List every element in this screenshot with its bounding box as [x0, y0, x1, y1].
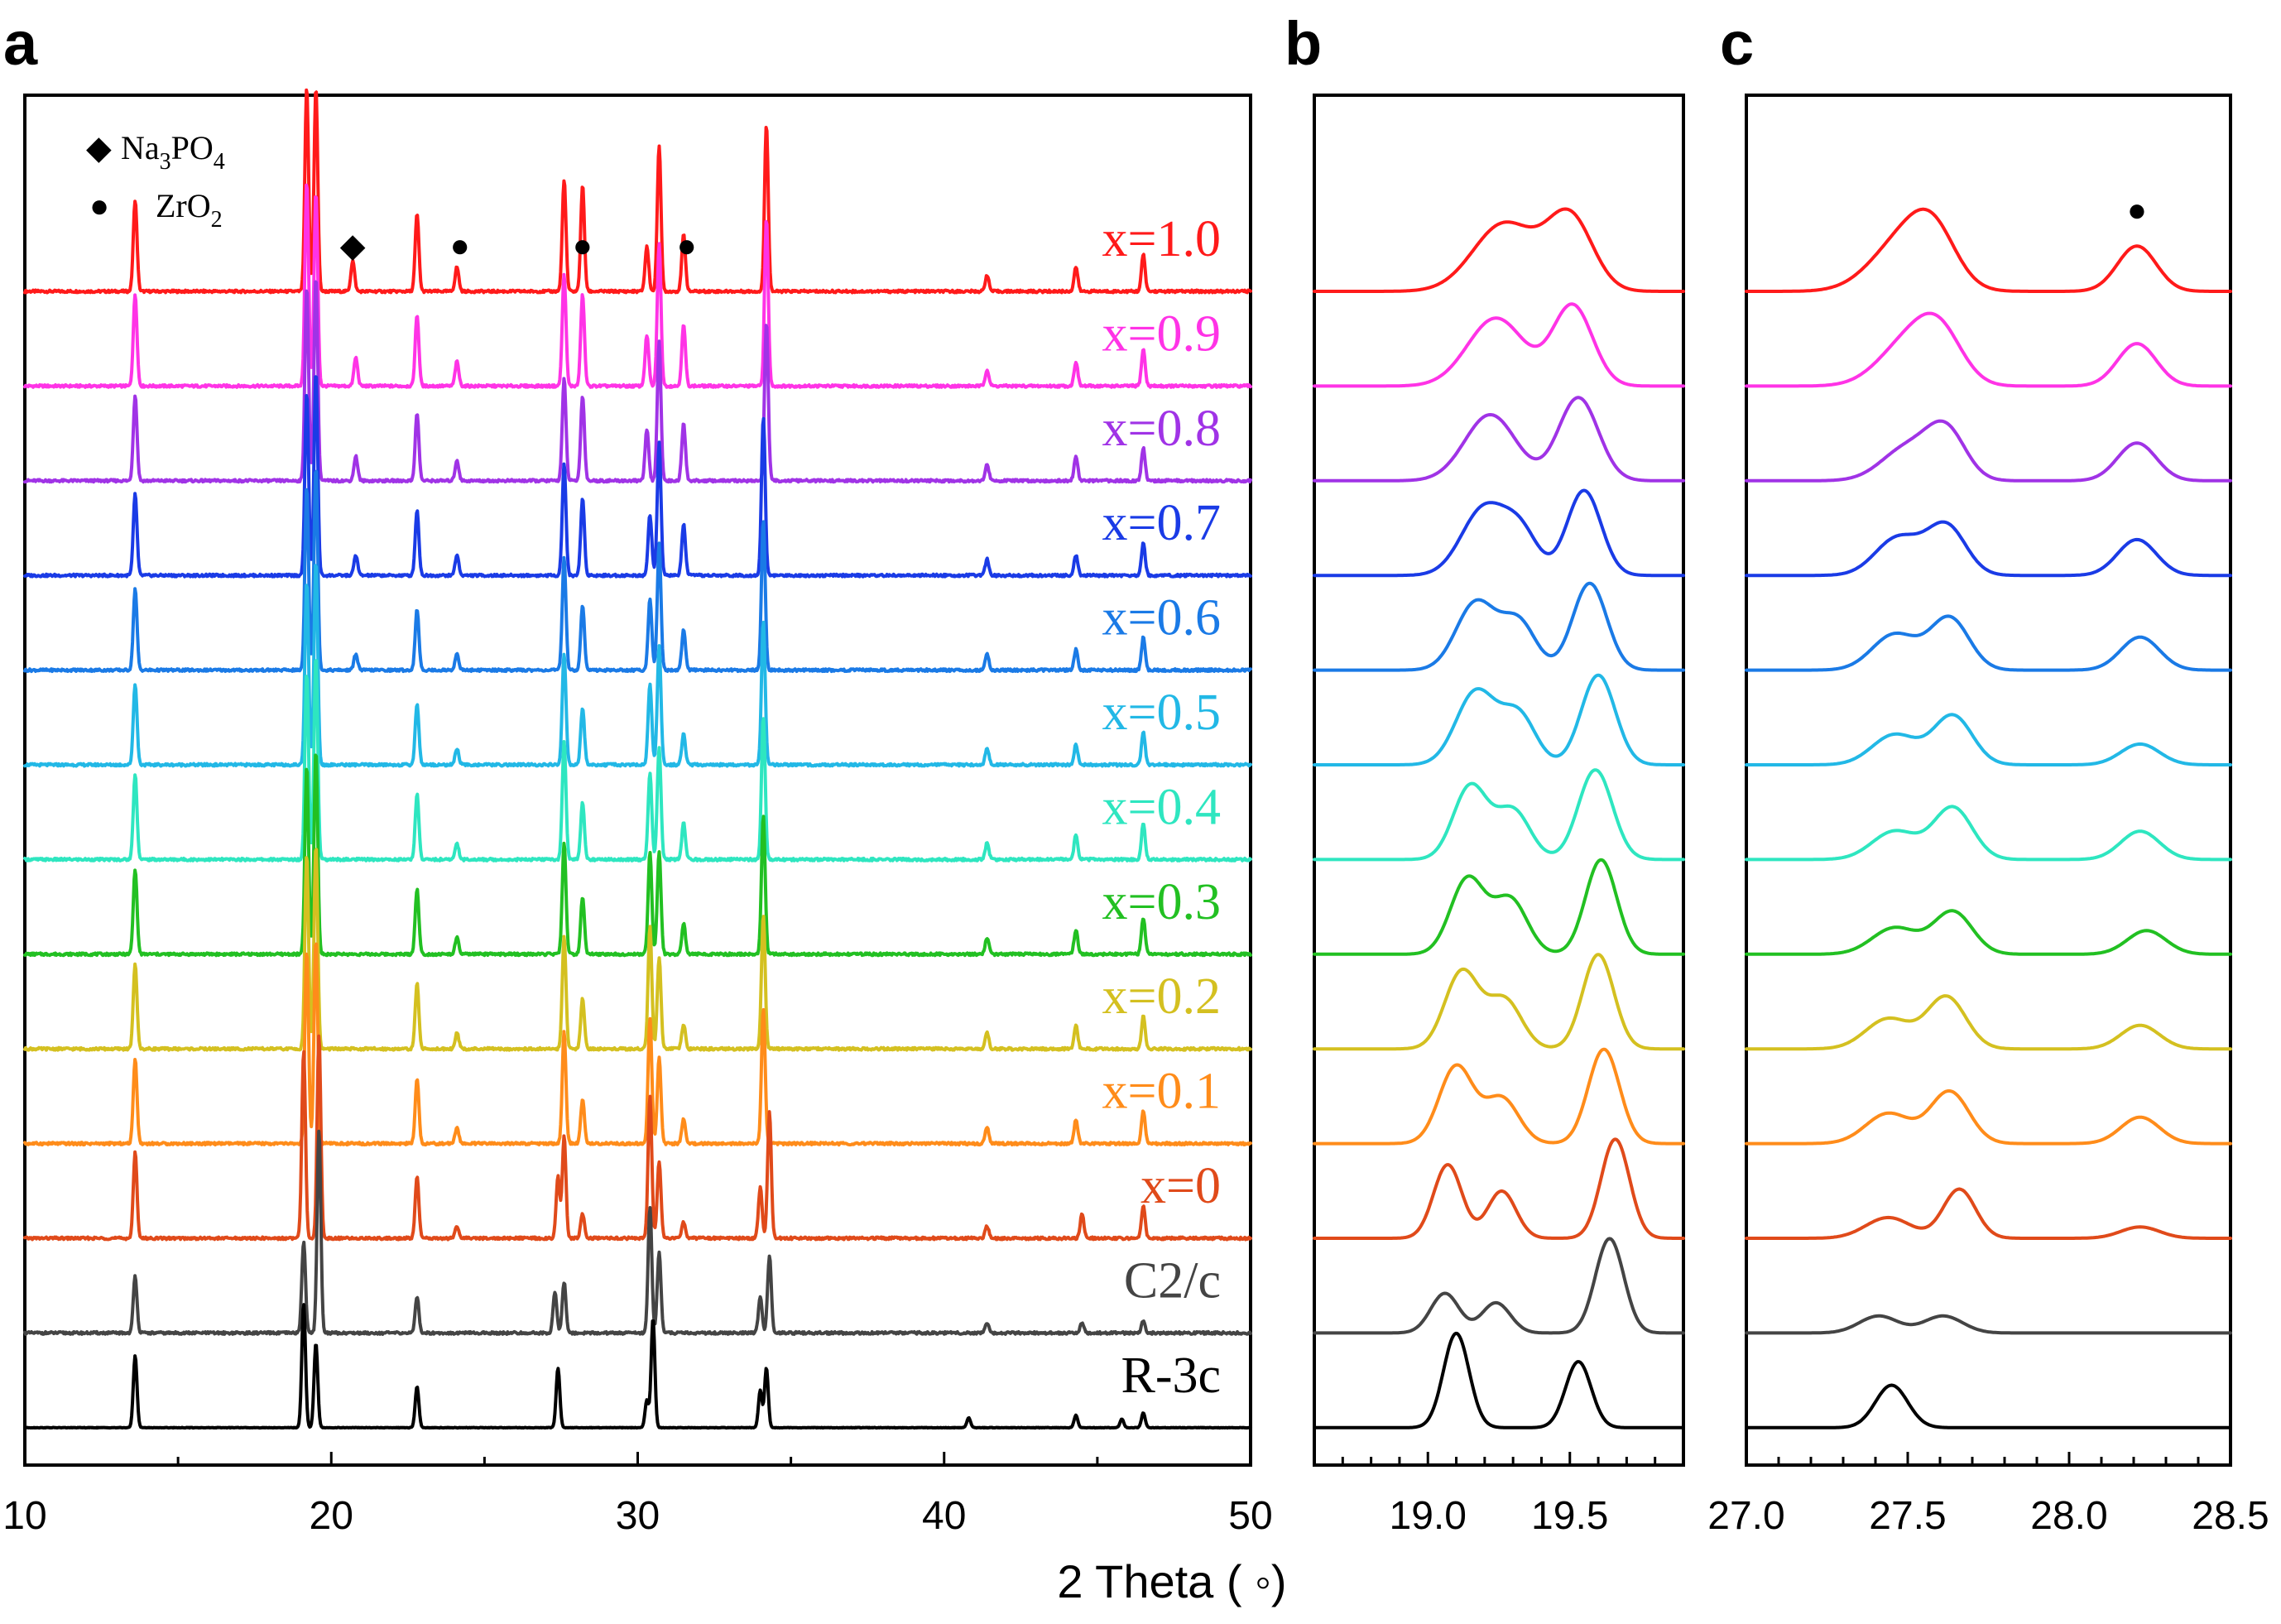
panel-b-trace-R-3c — [1313, 1331, 1685, 1429]
panel-c-frame — [1745, 94, 2232, 1467]
axis-ticks: 10 20 30 40 50 19.0 19.5 27.0 27.5 28.0 28.5 — [2, 1452, 2269, 1538]
zro2-marker: ● — [2127, 191, 2147, 228]
panel-a-trace-C2/c — [23, 1129, 1252, 1336]
legend-symbol-na3po4: ◆ — [86, 129, 112, 166]
impurity-marker: ● — [677, 227, 697, 264]
panel-a-trace-x=0.3 — [23, 753, 1252, 958]
panel-c-trace-x=0.3 — [1745, 909, 2232, 956]
panel-b-tick-label: 19.5 — [1531, 1494, 1608, 1538]
panel-b-trace-x=0.4 — [1313, 768, 1685, 862]
series-label-x=0: x=0 — [1140, 1158, 1221, 1214]
panel-b-trace-x=0.5 — [1313, 673, 1685, 766]
diffraction-traces — [23, 88, 2232, 1430]
panel-a-trace-x=1.0 — [23, 88, 1252, 295]
panel-a-trace-R-3c — [23, 1303, 1252, 1430]
panel-a-trace-x=0.2 — [23, 848, 1252, 1052]
panel-a-trace-x=0.6 — [23, 469, 1252, 674]
panel-a-tick-label: 10 — [2, 1494, 46, 1538]
panel-c-trace-x=0.8 — [1745, 419, 2232, 483]
series-label-x=1.0: x=1.0 — [1102, 211, 1221, 267]
panel-b-frame — [1313, 94, 1685, 1467]
panel-a-trace-x=0.8 — [23, 280, 1252, 484]
panel-c-trace-x=0.9 — [1745, 311, 2232, 388]
series-label-x=0.4: x=0.4 — [1102, 779, 1221, 835]
series-labels: x=1.0 x=0.9 x=0.8 x=0.7 x=0.6 x=0.5 x=0.4 x=0.3… — [1102, 211, 1221, 1404]
panel-b-tick-label: 19.0 — [1390, 1494, 1467, 1538]
panel-a-trace-x=0.7 — [23, 375, 1252, 579]
impurity-marker: ◆ — [340, 227, 366, 264]
series-label-x=0.2: x=0.2 — [1102, 968, 1221, 1025]
series-label-x=0.8: x=0.8 — [1102, 401, 1221, 457]
panel-b-trace-x=0 — [1313, 1137, 1685, 1240]
legend-label-zro2: ZrO2 — [156, 187, 223, 233]
panel-c-trace-C2/c — [1745, 1314, 2232, 1335]
panel-c-tick-label: 28.0 — [2030, 1494, 2107, 1538]
panel-b-trace-x=0.2 — [1313, 953, 1685, 1051]
impurity-marker: ● — [573, 227, 593, 264]
panel-a-trace-x=0.1 — [23, 942, 1252, 1147]
series-label-x=0.7: x=0.7 — [1102, 495, 1221, 551]
panel-c-trace-x=0.7 — [1745, 520, 2232, 578]
legend-symbol-zro2: ● — [89, 187, 109, 224]
panel-a-tick-label: 20 — [310, 1494, 353, 1538]
impurity-markers: ◆ ● ● ● ● — [340, 191, 2147, 264]
panel-a-trace-x=0.9 — [23, 183, 1252, 389]
panel-c-tick-label: 27.5 — [1869, 1494, 1946, 1538]
series-label-x=0.9: x=0.9 — [1102, 305, 1221, 362]
panel-b-trace-x=0.9 — [1313, 302, 1685, 388]
panel-a-tick-label: 40 — [922, 1494, 966, 1538]
panel-letter-b: b — [1285, 9, 1322, 78]
panel-b-trace-C2/c — [1313, 1237, 1685, 1335]
panel-c-trace-x=0 — [1745, 1187, 2232, 1240]
panel-a-trace-x=0 — [23, 1034, 1252, 1242]
panel-b-trace-x=0.1 — [1313, 1047, 1685, 1146]
panel-a-tick-label: 50 — [1228, 1494, 1272, 1538]
series-label-C2/c: C2/c — [1124, 1252, 1221, 1309]
impurity-marker: ● — [450, 227, 470, 264]
panel-c-trace-x=0.5 — [1745, 713, 2232, 766]
panel-c-trace-R-3c — [1745, 1383, 2232, 1429]
panel-b-trace-x=0.8 — [1313, 396, 1685, 483]
series-label-x=0.3: x=0.3 — [1102, 874, 1221, 930]
panel-letter-a: a — [3, 9, 38, 78]
panel-c-tick-label: 28.5 — [2192, 1494, 2269, 1538]
series-label-R-3c: R-3c — [1121, 1348, 1221, 1404]
panel-letter-c: c — [1720, 9, 1754, 78]
panel-c-trace-x=0.4 — [1745, 805, 2232, 862]
legend: ◆ Na3PO4 ● ZrO2 — [86, 129, 225, 233]
panel-c-trace-x=0.6 — [1745, 614, 2232, 672]
panel-b-trace-x=0.7 — [1313, 488, 1685, 578]
x-axis-title: 2 Theta ( ◦) — [1057, 1555, 1286, 1607]
panel-b-trace-x=0.3 — [1313, 858, 1685, 956]
panel-c-trace-x=0.1 — [1745, 1089, 2232, 1146]
series-label-x=0.5: x=0.5 — [1102, 685, 1221, 741]
panel-b-trace-x=0.6 — [1313, 581, 1685, 672]
panel-c-tick-label: 27.0 — [1707, 1494, 1784, 1538]
panel-c-trace-x=0.2 — [1745, 994, 2232, 1051]
legend-label-na3po4: Na3PO4 — [121, 129, 225, 175]
series-label-x=0.1: x=0.1 — [1102, 1064, 1221, 1120]
panel-a-tick-label: 30 — [616, 1494, 660, 1538]
panel-b-trace-x=1.0 — [1313, 207, 1685, 293]
panel-a-trace-x=0.5 — [23, 564, 1252, 768]
panel-a-trace-x=0.4 — [23, 659, 1252, 862]
panel-c-trace-x=1.0 — [1745, 207, 2232, 293]
series-label-x=0.6: x=0.6 — [1102, 590, 1221, 646]
panel-a-frame — [23, 94, 1252, 1467]
